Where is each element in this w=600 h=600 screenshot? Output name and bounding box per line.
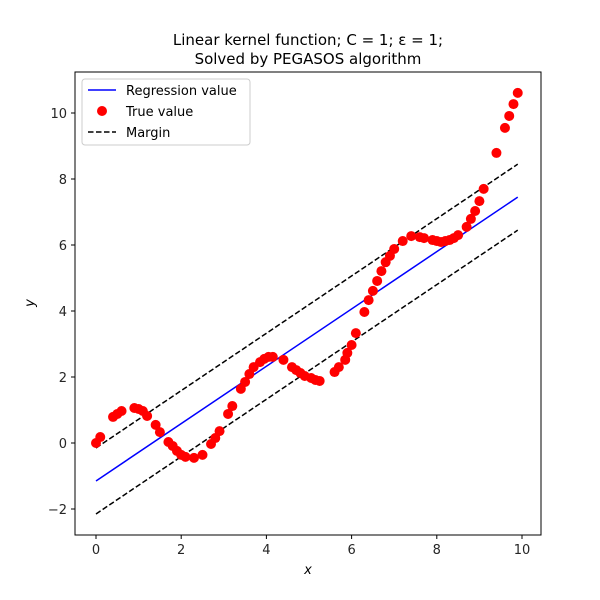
x-tick-label: 6 (347, 543, 355, 558)
true-value-point (142, 410, 153, 421)
x-axis-ticks: 0 2 4 6 8 10 (92, 535, 530, 558)
x-tick-label: 8 (433, 543, 441, 558)
y-tick-label: 8 (59, 173, 67, 188)
true-value-point (188, 452, 199, 463)
y-tick-label: 4 (59, 305, 67, 320)
true-value-point (499, 122, 510, 133)
true-value-point (95, 432, 106, 443)
true-value-point (278, 354, 289, 365)
true-value-point (376, 266, 387, 277)
legend-label-true-value: True value (125, 105, 193, 120)
true-value-point (419, 233, 430, 244)
true-value-point (346, 339, 357, 350)
y-axis-ticks: −2 0 2 4 6 8 10 (48, 107, 75, 518)
true-value-point (314, 375, 325, 386)
y-tick-label: 10 (50, 107, 67, 122)
true-value-point (267, 351, 278, 362)
y-tick-label: −2 (48, 503, 67, 518)
true-value-point (406, 231, 417, 242)
true-value-point (367, 285, 378, 296)
x-tick-label: 10 (514, 543, 531, 558)
true-value-point (397, 236, 408, 247)
true-value-point (470, 206, 481, 217)
y-tick-label: 6 (59, 239, 67, 254)
true-value-point (223, 408, 234, 419)
legend-box (81, 78, 251, 146)
true-value-point (240, 376, 251, 387)
legend-label-margin: Margin (126, 126, 170, 141)
y-tick-label: 0 (59, 437, 67, 452)
true-value-point (116, 405, 127, 416)
true-value-point (453, 230, 464, 241)
plot-area (91, 87, 523, 515)
chart-title-line2: Solved by PEGASOS algorithm (195, 50, 422, 68)
x-tick-label: 0 (92, 543, 100, 558)
true-value-point (474, 196, 485, 207)
true-value-point (350, 328, 361, 339)
true-value-point (154, 427, 165, 438)
true-value-point (389, 243, 400, 254)
x-tick-label: 4 (262, 543, 270, 558)
true-value-point (372, 275, 383, 286)
chart-title-line1: Linear kernel function; C = 1; ε = 1; (173, 31, 443, 49)
true-value-point (227, 401, 238, 412)
true-value-point (508, 99, 519, 110)
true-value-point (512, 87, 523, 98)
legend: Regression value True value Margin (81, 78, 251, 146)
true-value-point (214, 426, 225, 437)
true-value-point (197, 449, 208, 460)
true-value-point (359, 306, 370, 317)
true-value-point (363, 295, 374, 306)
margin-line (95, 163, 519, 449)
true-value-point (465, 213, 476, 224)
true-value-point (150, 419, 161, 430)
y-axis-label: y (23, 299, 38, 308)
true-value-point (478, 183, 489, 194)
true-value-point (461, 221, 472, 232)
legend-true-value-marker-icon (97, 106, 107, 116)
legend-label-regression: Regression value (126, 84, 237, 99)
y-tick-label: 2 (59, 371, 67, 386)
x-tick-label: 2 (177, 543, 185, 558)
true-value-point (342, 347, 353, 358)
plot-frame (74, 71, 542, 536)
true-value-point (180, 451, 191, 462)
x-axis-label: x (303, 563, 312, 578)
true-value-point (504, 110, 515, 121)
true-value-point (333, 362, 344, 373)
margin-line (95, 229, 519, 515)
true-value-point (491, 147, 502, 158)
